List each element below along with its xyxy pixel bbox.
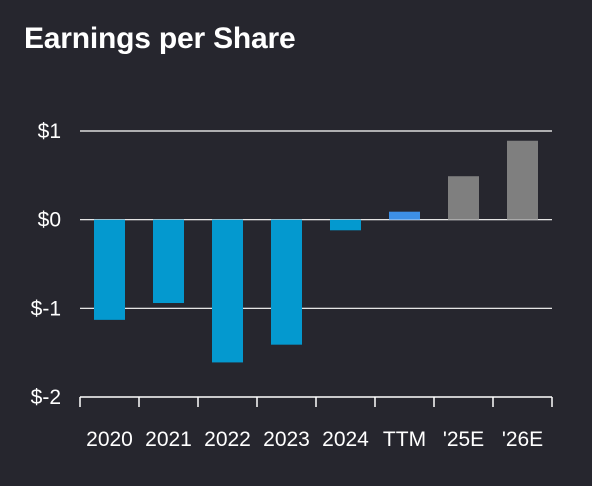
y-tick-label: $0 — [38, 209, 61, 232]
bar-26e — [507, 140, 538, 220]
bar-2020 — [94, 219, 125, 320]
bar-2024 — [330, 219, 361, 231]
x-tick-label: TTM — [383, 428, 426, 451]
grid-lines — [80, 130, 552, 309]
y-tick-labels: $1 $0 $-1 $-2 — [31, 120, 61, 409]
x-tick-label: 2020 — [86, 428, 133, 451]
bar-2021 — [153, 219, 184, 304]
x-tick-labels: 2020 2021 2022 2023 2024 TTM '25E '26E — [86, 428, 543, 451]
bar-25e — [448, 176, 479, 220]
x-tick-label: '25E — [443, 428, 484, 451]
x-tick-label: 2022 — [204, 428, 251, 451]
bar-2022 — [212, 219, 243, 363]
y-tick-label: $-2 — [31, 386, 61, 409]
x-tick-label: 2023 — [263, 428, 310, 451]
x-tick-label: '26E — [502, 428, 543, 451]
x-axis — [79, 396, 553, 407]
bars — [94, 140, 538, 363]
bar-ttm — [389, 211, 420, 220]
y-tick-label: $-1 — [31, 297, 61, 320]
chart-title: Earnings per Share — [24, 22, 296, 55]
y-tick-label: $1 — [38, 120, 61, 143]
x-tick-label: 2024 — [322, 428, 369, 451]
x-tick-label: 2021 — [145, 428, 192, 451]
bar-2023 — [271, 219, 302, 345]
